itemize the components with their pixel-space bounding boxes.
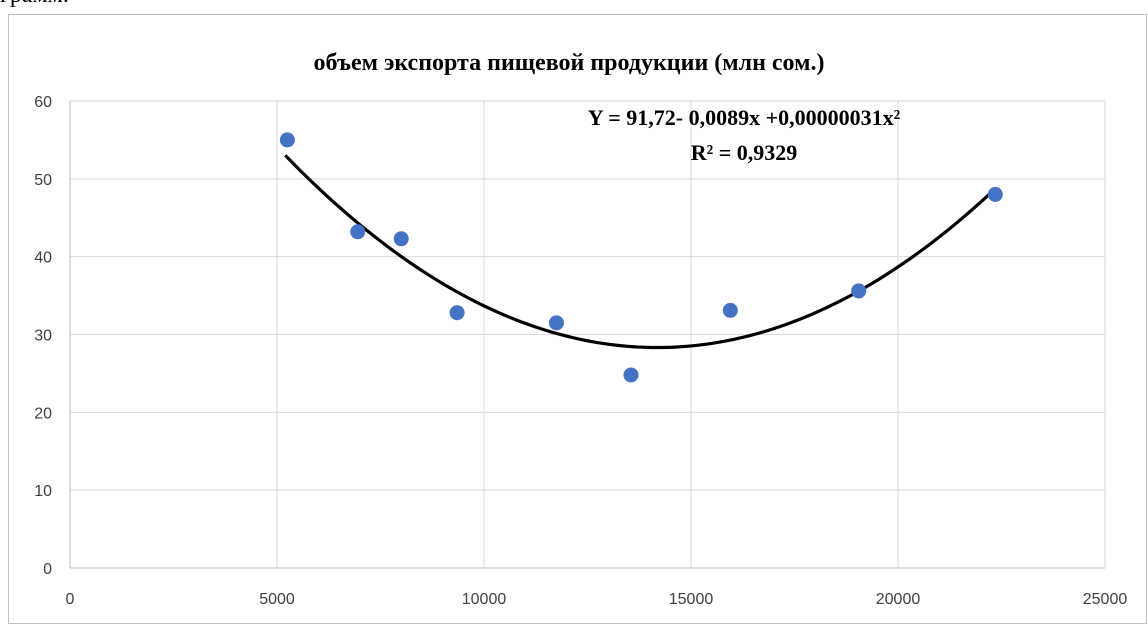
y-tick-label: 30: [34, 328, 52, 345]
grid-layer: [69, 100, 1106, 569]
chart-title: объем экспорта пищевой продукции (млн со…: [314, 50, 825, 76]
data-point: [449, 305, 465, 321]
trendline-equation: Y = 91,72- 0,0089x +0,00000031x²: [588, 105, 901, 130]
tick-layer: 0 10 20 30 40 50 60 0 5000 10000 15000 20000 25000: [34, 94, 1127, 608]
trendline: [284, 154, 995, 350]
y-tick-label: 40: [34, 250, 52, 267]
y-tick-label: 20: [34, 405, 52, 422]
x-tick-label: 15000: [669, 591, 714, 608]
data-point: [548, 315, 564, 331]
data-point: [987, 186, 1003, 202]
data-point: [722, 302, 738, 318]
data-point: [851, 283, 867, 299]
y-tick-label: 50: [34, 172, 52, 189]
x-tick-label: 5000: [259, 591, 295, 608]
point-layer: [279, 132, 1003, 383]
y-tick-label: 0: [43, 561, 52, 578]
page-text-fragment: грамм.: [0, 0, 69, 9]
x-tick-label: 20000: [876, 591, 921, 608]
x-tick-label: 25000: [1083, 591, 1128, 608]
y-tick-label: 10: [34, 483, 52, 500]
data-point: [393, 231, 409, 247]
y-tick-label: 60: [34, 94, 52, 111]
chart-area: [8, 14, 1147, 624]
x-tick-label: 0: [66, 591, 75, 608]
r-squared-label: R² = 0,9329: [691, 140, 798, 165]
data-point: [350, 224, 366, 240]
x-tick-label: 10000: [462, 591, 507, 608]
data-point: [623, 367, 639, 383]
data-point: [279, 132, 295, 148]
